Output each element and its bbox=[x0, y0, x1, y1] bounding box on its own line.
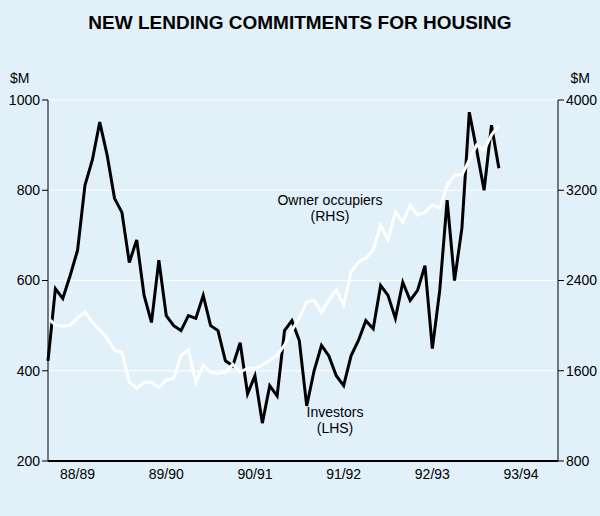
html-text:Owner occupiers: Owner occupiers bbox=[277, 192, 383, 208]
svg-text:200: 200 bbox=[17, 453, 41, 469]
svg-text:4000: 4000 bbox=[566, 92, 592, 108]
svg-text:88/89: 88/89 bbox=[60, 466, 95, 482]
svg-text:2400: 2400 bbox=[566, 272, 592, 288]
svg-text:93/94: 93/94 bbox=[504, 466, 539, 482]
html-text:(RHS): (RHS) bbox=[310, 208, 350, 224]
svg-text:91/92: 91/92 bbox=[326, 466, 361, 482]
svg-text:800: 800 bbox=[566, 453, 590, 469]
html-text:$M: $M bbox=[10, 70, 30, 86]
svg-text:89/90: 89/90 bbox=[149, 466, 184, 482]
svg-text:90/91: 90/91 bbox=[237, 466, 272, 482]
svg-text:1000: 1000 bbox=[9, 92, 40, 108]
html-text:Investors: Investors bbox=[306, 404, 364, 420]
svg-text:1600: 1600 bbox=[566, 363, 592, 379]
html-text:(LHS): (LHS) bbox=[316, 420, 354, 436]
svg-text:400: 400 bbox=[17, 363, 41, 379]
svg-text:3200: 3200 bbox=[566, 182, 592, 198]
svg-text:800: 800 bbox=[17, 182, 41, 198]
svg-text:92/93: 92/93 bbox=[415, 466, 450, 482]
html-text:$M: $M bbox=[570, 70, 590, 86]
html-text:NEW LENDING COMMITMENTS FOR HO: NEW LENDING COMMITMENTS FOR HOUSING bbox=[88, 12, 512, 33]
svg-text:600: 600 bbox=[17, 272, 41, 288]
